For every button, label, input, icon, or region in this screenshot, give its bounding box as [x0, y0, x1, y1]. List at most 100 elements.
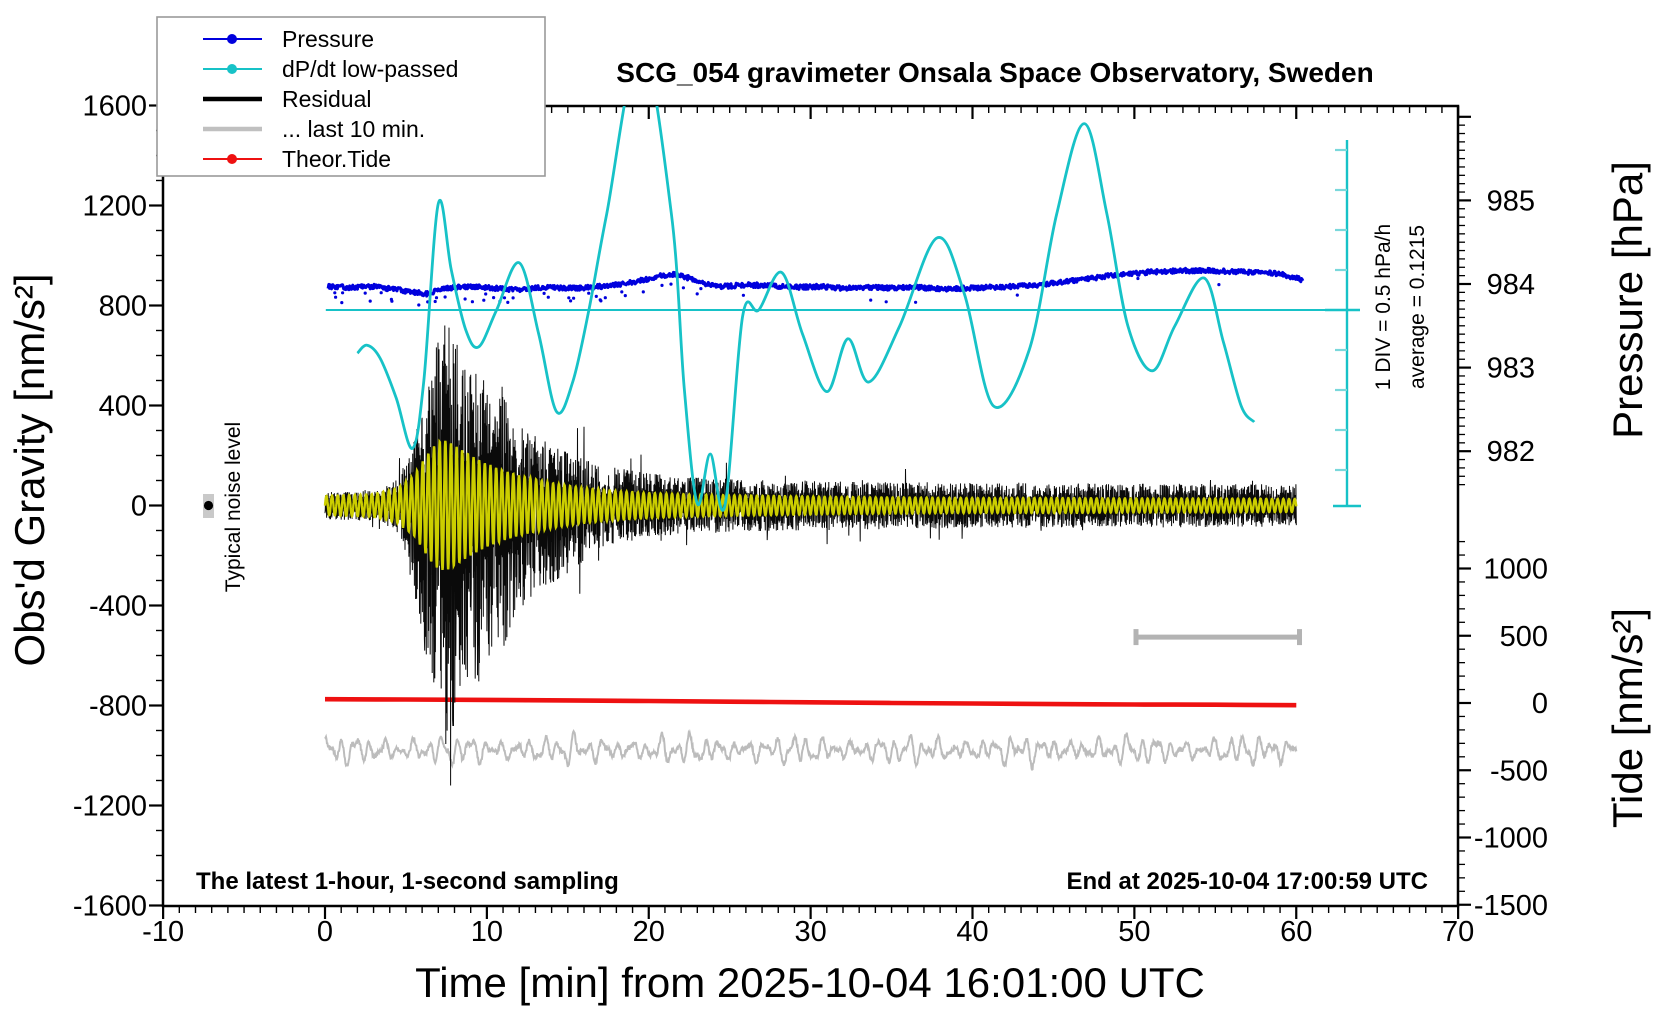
pressure-outlier-dot — [669, 282, 673, 286]
tide-tick-label: -500 — [1490, 755, 1548, 787]
gravity-tick-label: 0 — [131, 491, 147, 523]
dpdt-series — [356, 106, 1256, 512]
pressure-outlier-dot — [914, 300, 918, 304]
pressure-outlier-dot — [681, 286, 686, 290]
tide-tick-label: -1000 — [1474, 823, 1548, 855]
gravity-axis-label: Obs'd Gravity [nm/s²] — [6, 273, 53, 666]
tide-tick-label: 1000 — [1483, 554, 1548, 586]
legend-label: ... last 10 min. — [282, 116, 425, 142]
pressure-tick-label: 982 — [1487, 436, 1535, 468]
pressure-outlier-dot — [884, 300, 888, 304]
pressure-axis-label: Pressure [hPa] — [1604, 161, 1651, 439]
sampling-note: The latest 1-hour, 1-second sampling — [196, 868, 619, 895]
legend-item-residual: Residual — [203, 86, 372, 112]
pressure-outlier-dot — [443, 295, 447, 299]
gravity-tick-label: -800 — [89, 691, 147, 723]
pressure-outlier-dot — [741, 293, 746, 297]
dpdt-floating-axis — [325, 140, 1361, 508]
last10min-series — [324, 728, 1298, 771]
pressure-outlier-dot — [434, 296, 439, 300]
end-time-note: End at 2025-10-04 17:00:59 UTC — [1067, 868, 1429, 895]
pressure-marker-icon — [227, 34, 237, 44]
x-tick-label: 30 — [794, 916, 826, 948]
gravity-tick-label: -400 — [89, 591, 147, 623]
gravity-tick-label: 1200 — [82, 191, 147, 223]
legend-box — [156, 16, 546, 177]
pressure-outlier-dot — [641, 290, 645, 294]
pressure-outlier-dot — [341, 291, 345, 295]
pressure-outlier-dot — [546, 295, 550, 299]
x-tick-label: 10 — [471, 916, 503, 948]
pressure-outlier-dot — [340, 301, 344, 305]
pressure-outlier-dot — [363, 291, 367, 295]
pressure-outlier-dot — [334, 295, 338, 299]
pressure-outlier-dot — [379, 291, 383, 295]
legend-label: Pressure — [282, 26, 374, 52]
gravity-tick-label: 400 — [99, 391, 147, 423]
pressure-tick-label: 983 — [1487, 353, 1535, 385]
pressure-outlier-dot — [620, 290, 624, 294]
x-tick-label: 50 — [1118, 916, 1150, 948]
pressure-outlier-dot — [623, 294, 627, 298]
tide-tick-label: 500 — [1500, 621, 1548, 653]
pressure-outlier-dot — [603, 296, 607, 300]
x-tick-label: 40 — [956, 916, 988, 948]
pressure-outlier-dot — [511, 296, 515, 300]
legend-item-dpdt: dP/dt low-passed — [203, 56, 458, 82]
chart-title: SCG_054 gravimeter Onsala Space Observat… — [616, 57, 1373, 88]
pressure-outlier-dot — [1015, 293, 1019, 297]
tide-axis-label: Tide [nm/s²] — [1604, 608, 1651, 828]
pressure-outlier-dot — [594, 294, 598, 298]
pressure-outlier-dot — [333, 291, 337, 295]
data-series — [323, 106, 1305, 786]
pressure-outlier-dot — [484, 292, 488, 296]
pressure-outlier-dot — [492, 296, 496, 300]
legend-item-last10min: ... last 10 min. — [203, 116, 425, 142]
pressure-outlier-dot — [542, 291, 546, 295]
x-tick-label: 60 — [1280, 916, 1312, 948]
pressure-outlier-dot — [389, 297, 393, 301]
gravity-tick-label: 1600 — [82, 91, 147, 123]
pressure-outlier-dot — [569, 299, 573, 303]
x-tick-label: 0 — [317, 916, 333, 948]
average-annotation: average = 0.1215 — [1406, 225, 1429, 389]
pressure-outlier-dot — [699, 287, 703, 291]
plot-annotations — [203, 494, 1302, 646]
pressure-outlier-dot — [587, 291, 591, 295]
pressure-outlier-dot — [482, 298, 486, 302]
pressure-outlier-dot — [470, 300, 474, 304]
gravity-tick-label: -1200 — [73, 791, 147, 823]
pressure-outlier-dot — [695, 292, 699, 296]
tide-tick-label: 0 — [1532, 688, 1548, 720]
pressure-outlier-dot — [1217, 283, 1221, 287]
tide-tick-label: -1500 — [1474, 890, 1548, 922]
pressure-series — [326, 266, 1305, 298]
legend-item-pressure: Pressure — [203, 26, 374, 52]
x-tick-label: 70 — [1442, 916, 1474, 948]
pressure-tick-label: 984 — [1487, 269, 1535, 301]
x-tick-label: -10 — [142, 916, 184, 948]
theortide-series — [324, 696, 1297, 708]
theortide-marker-icon — [227, 154, 237, 164]
pressure-outlier-dot — [869, 298, 873, 302]
legend-label: Theor.Tide — [282, 146, 391, 172]
noise-level-annotation: Typical noise level — [222, 422, 245, 592]
pressure-outlier-dot — [502, 296, 507, 300]
pressure-outlier-dot — [660, 283, 664, 287]
pressure-outlier-dot — [572, 296, 576, 300]
pressure-outlier-dot — [567, 296, 571, 300]
pressure-outlier-dot — [417, 303, 421, 307]
pressure-tick-label: 985 — [1487, 185, 1535, 217]
legend-label: dP/dt low-passed — [282, 56, 458, 82]
legend-item-theortide: Theor.Tide — [203, 146, 391, 172]
pressure-outlier-dot — [463, 297, 467, 301]
axis-ticks: -10 0 10 20 30 40 50 60 70 1600 1200 800 400 0 -400 -80… — [73, 91, 1548, 949]
lowpassed-residual-series — [323, 438, 1298, 571]
pressure-outlier-dot — [506, 300, 510, 304]
gravity-tick-label: -1600 — [73, 891, 147, 923]
noise-level-dot — [203, 500, 214, 511]
x-axis-label: Time [min] from 2025-10-04 16:01:00 UTC — [415, 959, 1205, 1006]
pressure-outlier-dot — [433, 299, 437, 304]
